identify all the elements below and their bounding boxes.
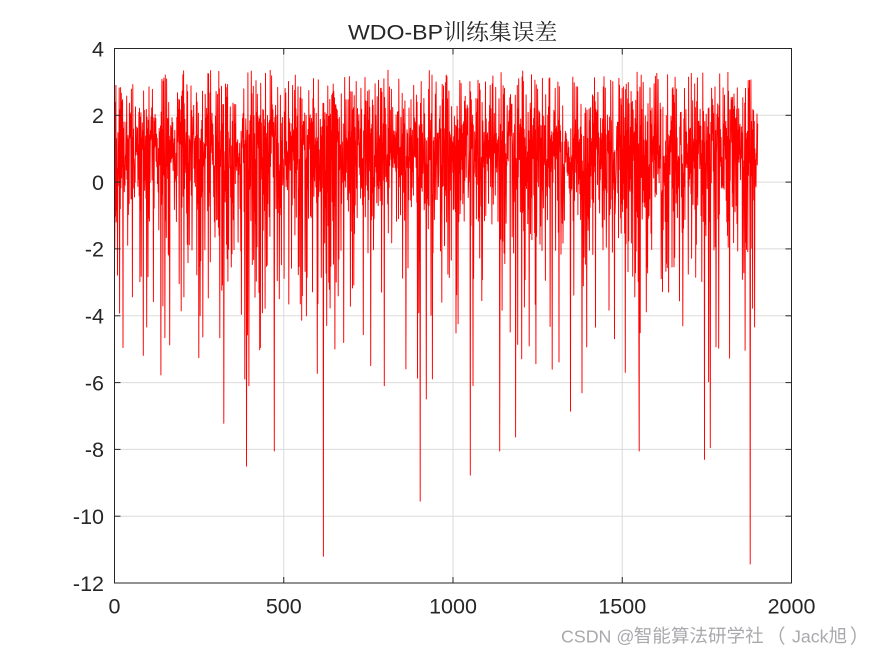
svg-text:1000: 1000 [429, 595, 477, 619]
svg-text:4: 4 [92, 37, 104, 61]
svg-text:CSDN @: CSDN @ [561, 626, 634, 646]
svg-text:1500: 1500 [598, 595, 646, 619]
svg-text:-2: -2 [85, 238, 104, 262]
svg-text:Jack: Jack [793, 627, 830, 647]
svg-text:0: 0 [109, 595, 121, 619]
svg-text:Jack: Jack [792, 626, 829, 646]
svg-text:-10: -10 [73, 505, 104, 529]
svg-text:500: 500 [266, 595, 302, 619]
svg-text:-4: -4 [85, 305, 104, 329]
svg-text:-6: -6 [85, 371, 104, 395]
svg-text:CSDN @: CSDN @ [562, 627, 635, 647]
svg-text:-12: -12 [73, 572, 104, 596]
svg-text:0: 0 [92, 171, 104, 195]
svg-text:2000: 2000 [768, 595, 816, 619]
svg-text:-8: -8 [85, 438, 104, 462]
svg-text:WDO-BP: WDO-BP [348, 21, 443, 45]
svg-text:2: 2 [92, 104, 104, 128]
